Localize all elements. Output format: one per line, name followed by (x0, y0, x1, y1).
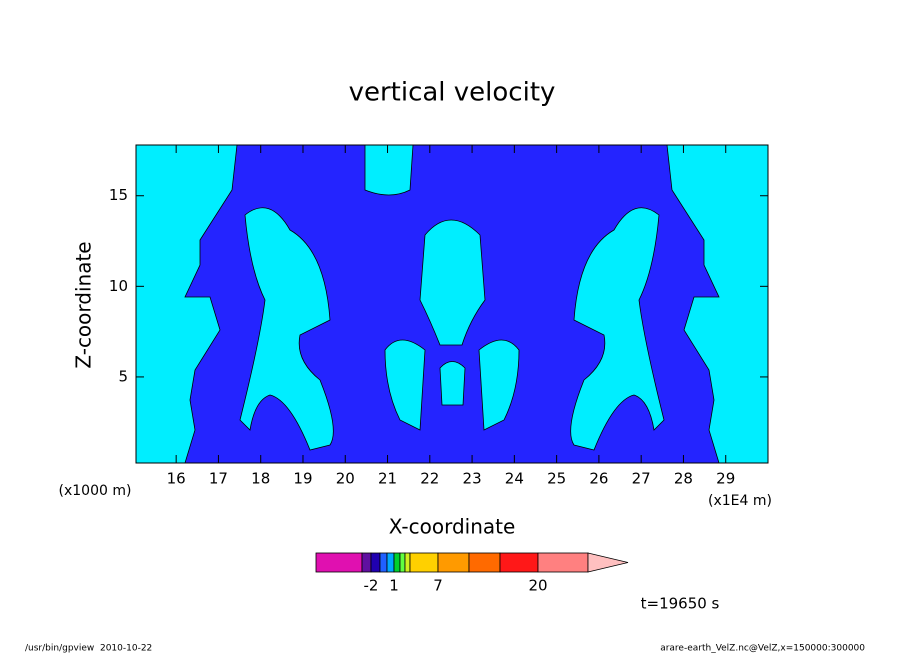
colorbar-label: -2 (364, 577, 379, 595)
x-tick-label: 17 (209, 470, 228, 488)
colorbar-arrow (587, 552, 629, 573)
x-tick-label: 18 (251, 470, 270, 488)
y-tick-label: 10 (109, 277, 128, 295)
colorbar-box (379, 552, 388, 573)
colorbar-label: 20 (528, 577, 547, 595)
contour-region (570, 207, 665, 451)
x-tick-label: 26 (589, 470, 608, 488)
contour-region (439, 361, 466, 406)
footer-left: /usr/bin/gpview 2010-10-22 (25, 644, 152, 654)
colorbar-box (468, 552, 501, 573)
contour-region (478, 339, 520, 431)
time-label: t=19650 s (641, 595, 720, 613)
colorbar-box (370, 552, 381, 573)
colorbar-box (315, 552, 363, 573)
x-tick-label: 20 (336, 470, 355, 488)
x-tick-label: 27 (632, 470, 651, 488)
colorbar-box (393, 552, 401, 573)
colorbar-box (361, 552, 372, 573)
contour-region (384, 339, 426, 431)
x-tick-label: 22 (420, 470, 439, 488)
colorbar-box (499, 552, 539, 573)
colorbar-box (404, 552, 411, 573)
colorbar-box (409, 552, 439, 573)
colorbar: -2 1 7 20 (315, 552, 629, 595)
contour-region (239, 207, 334, 451)
plot-frame (135, 144, 769, 464)
x-tick-label: 16 (167, 470, 186, 488)
y-axis-title: Z-coordinate (72, 241, 96, 368)
y-tick-label: 5 (118, 367, 128, 385)
x-tick-label: 24 (505, 470, 524, 488)
colorbar-box (437, 552, 470, 573)
x-tick-label: 29 (716, 470, 735, 488)
footer-right: arare-earth_VelZ.nc@VelZ,x=150000:300000 (660, 644, 865, 654)
colorbar-box (399, 552, 406, 573)
x-tick-label: 25 (547, 470, 566, 488)
y-tick-label: 15 (109, 186, 128, 204)
x-unit-label: (x1E4 m) (708, 493, 772, 509)
colorbar-box (386, 552, 395, 573)
colorbar-label: 1 (389, 577, 399, 595)
x-tick-label: 19 (293, 470, 312, 488)
colorbar-label: 7 (433, 577, 443, 595)
contour-region (419, 219, 486, 346)
x-axis-title: X-coordinate (389, 515, 516, 539)
chart-title: vertical velocity (349, 78, 556, 108)
colorbar-box (537, 552, 589, 573)
x-tick-label: 23 (463, 470, 482, 488)
x-unit-label: (x1000 m) (59, 483, 132, 499)
x-tick-label: 28 (674, 470, 693, 488)
x-tick-label: 21 (378, 470, 397, 488)
plot-area (135, 144, 769, 464)
